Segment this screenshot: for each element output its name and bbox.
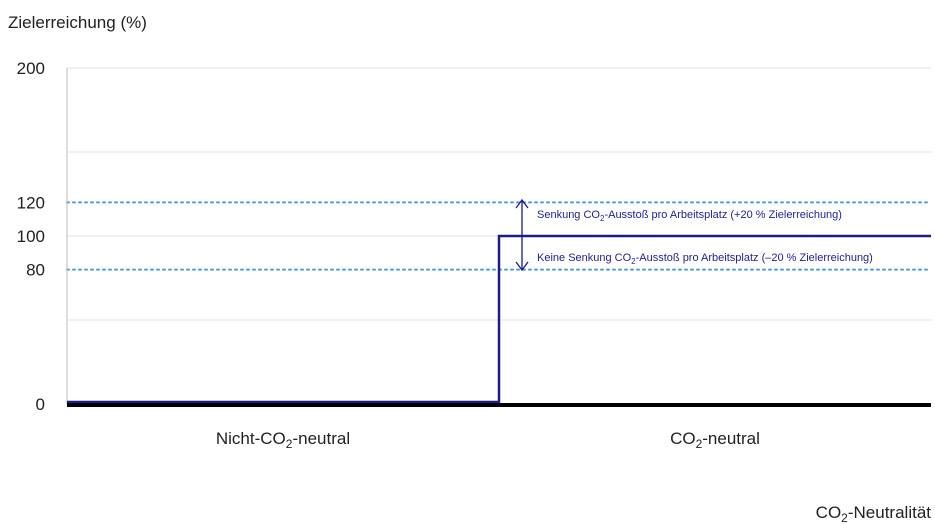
y-axis-label: Zielerreichung (%) xyxy=(8,13,147,32)
x-category-label-non-neutral: Nicht-CO2-neutral xyxy=(216,429,350,451)
annotation-decrease: Keine Senkung CO2-Ausstoß pro Arbeitspla… xyxy=(537,252,873,266)
y-tick-label: 100 xyxy=(17,227,45,246)
annotation-increase: Senkung CO2-Ausstoß pro Arbeitsplatz (+2… xyxy=(537,209,842,223)
y-tick-label: 120 xyxy=(17,193,45,212)
y-tick-label: 0 xyxy=(36,395,45,414)
y-tick-label: 80 xyxy=(26,261,45,280)
y-tick-labels: 0 80 100 120 200 xyxy=(17,59,45,414)
x-axis-title: CO2-Neutralität xyxy=(816,503,932,524)
y-tick-label: 200 xyxy=(17,59,45,78)
series-group xyxy=(67,234,931,404)
x-category-label-neutral: CO2-neutral xyxy=(670,429,760,451)
double-arrow-icon xyxy=(515,198,529,272)
series-step-line xyxy=(67,234,931,404)
